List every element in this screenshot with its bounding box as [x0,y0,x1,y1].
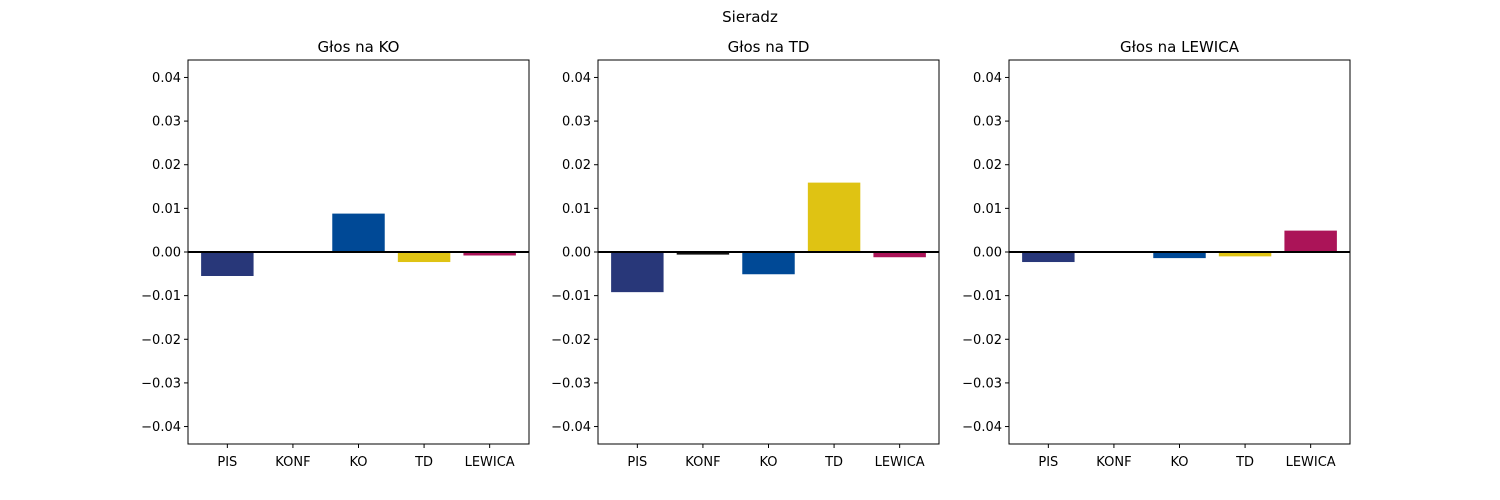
bar-pis [1022,252,1075,263]
y-tick-label: 0.03 [973,115,1002,130]
chart-title: Głos na TD [728,38,810,56]
bar-ko [1153,252,1206,259]
x-tick-label: TD [414,455,433,470]
bar-td [807,182,861,252]
x-tick-label: TD [824,455,843,470]
x-tick-label: PIS [1038,455,1058,470]
chart-title: Głos na LEWICA [1120,38,1240,56]
y-tick-label: 0.00 [973,246,1002,261]
chart-panel-td: Głos na TD −0.04 −0.03 −0.02 −0.01 0.00 0.01 0.… [551,38,940,470]
bar-pis [611,252,664,293]
figure-suptitle: Sieradz [722,8,778,26]
y-tick-label: −0.01 [551,289,591,304]
y-tick-label: −0.02 [141,333,181,348]
x-tick-label: KO [349,455,367,470]
chart-title: Głos na KO [318,38,400,56]
bar-lewica [463,252,516,256]
y-tick-label: 0.00 [152,246,181,261]
y-tick-label: −0.04 [141,420,181,435]
bar-konf [676,252,730,255]
bar-lewica [873,252,926,258]
y-tick-label: 0.03 [562,115,591,130]
x-tick-label: KO [759,455,777,470]
y-tick-label: 0.01 [562,202,591,217]
y-tick-label: −0.02 [962,333,1002,348]
chart-panel-ko: Głos na KO −0.04 −0.03 −0.02 −0.01 0.00 0.01 0.… [141,38,530,470]
bar-td [397,252,451,263]
y-tick-label: −0.02 [551,333,591,348]
bar-td [1218,252,1272,257]
y-tick-label: −0.01 [141,289,181,304]
y-tick-label: −0.04 [962,420,1002,435]
x-tick-label: LEWICA [465,455,515,470]
y-tick-label: −0.03 [962,376,1002,391]
x-tick-label: LEWICA [875,455,925,470]
bar-ko [332,213,385,252]
x-tick-label: KONF [1096,455,1131,470]
y-tick-label: 0.02 [973,158,1002,173]
x-tick-label: KONF [685,455,720,470]
y-tick-label: 0.04 [973,71,1002,86]
y-tick-label: −0.04 [551,420,591,435]
x-tick-label: PIS [627,455,647,470]
y-tick-label: −0.03 [551,376,591,391]
bar-lewica [1284,230,1337,252]
x-tick-label: KO [1170,455,1188,470]
y-tick-label: −0.03 [141,376,181,391]
y-tick-label: 0.00 [562,246,591,261]
x-tick-label: LEWICA [1286,455,1336,470]
x-tick-label: KONF [275,455,310,470]
chart-panel-lewica: Głos na LEWICA −0.04 −0.03 −0.02 −0.01 0.00 0.… [962,38,1351,470]
y-tick-label: 0.02 [152,158,181,173]
y-tick-label: 0.01 [152,202,181,217]
bar-ko [742,252,795,275]
y-tick-label: 0.03 [152,115,181,130]
y-tick-label: −0.01 [962,289,1002,304]
x-tick-label: TD [1235,455,1254,470]
y-tick-label: 0.02 [562,158,591,173]
y-tick-label: 0.01 [973,202,1002,217]
x-tick-label: PIS [217,455,237,470]
y-tick-label: 0.04 [562,71,591,86]
y-tick-label: 0.04 [152,71,181,86]
bar-pis [201,252,254,276]
